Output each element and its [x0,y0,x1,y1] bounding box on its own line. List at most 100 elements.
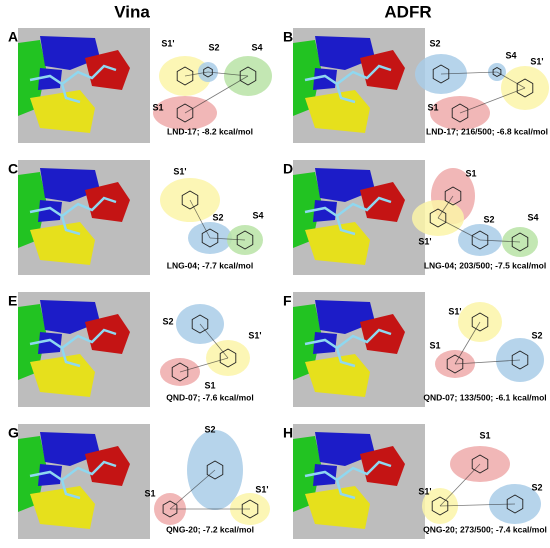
ring [511,232,529,252]
panel-letter: C [8,161,18,177]
surface-patch [360,182,405,222]
ligand [60,83,81,104]
ligand [60,215,81,236]
surface-patch [85,314,130,354]
panel-letter: E [8,293,17,309]
caption: QNG-20; -7.2 kcal/mol [166,524,254,534]
surface-patch [305,222,370,265]
panel-letter: B [283,29,293,45]
site-label: S4 [505,50,516,60]
bond [459,87,526,114]
bond [189,199,211,239]
panel: G S2 S1 S1' QNG-20; -7.2 kcal/mol [8,424,270,539]
ring [191,314,209,334]
panel-letter: F [283,293,292,309]
panel: B S2 S4 S1' S1 LND-17; 216/500; -6.8 kcal/mol [283,28,549,143]
caption: QND-07; -7.6 kcal/mol [166,392,253,402]
bond [437,217,481,241]
bond [496,71,526,89]
site-label: S1' [418,486,431,496]
ligand [29,328,117,350]
site-label: S2 [531,330,542,340]
ring [203,66,213,78]
site-label: S1 [204,380,215,390]
ligand [60,479,81,500]
surface-patch [315,300,375,334]
surface-patch [360,446,405,486]
ligand [60,347,81,368]
surface-patch [360,50,405,90]
surface-image [293,424,425,539]
ring [206,460,224,480]
surface-patch [305,354,370,397]
surface-patch [360,314,405,354]
surface-patch [85,182,130,222]
site-label: S1' [448,306,461,316]
site-label: S4 [252,210,263,220]
panel-letter: D [283,161,293,177]
ring [444,186,462,206]
site-label: S1' [418,236,431,246]
caption: LND-17; -8.2 kcal/mol [167,126,253,136]
surface-patch [85,50,130,90]
column-header: Vina [114,2,150,21]
caption: LNG-04; 203/500; -7.5 kcal/mol [424,260,546,270]
surface-patch [40,168,100,202]
ring [451,103,469,123]
ligand [29,460,117,482]
caption: QND-07; 133/500; -6.1 kcal/mol [423,392,546,402]
surface-patch [313,68,337,90]
ligand [304,64,392,86]
ring [239,66,257,86]
surface-patch [30,90,95,133]
bond [184,75,249,114]
surface-patch [315,168,375,202]
surface-patch [313,332,337,354]
surface-patch [38,464,62,486]
site-label: S1 [427,102,438,112]
caption: LND-17; 216/500; -6.8 kcal/mol [426,126,548,136]
surface-patch [315,432,375,466]
site-label: S1' [161,38,174,48]
site-label: S2 [212,212,223,222]
surface-patch [38,68,62,90]
bond [479,239,521,243]
bond [437,195,454,219]
site-label: S1 [429,340,440,350]
site-label: S1 [465,168,476,178]
surface-patch [40,36,100,70]
site-label: S4 [251,42,262,52]
ring [432,64,450,84]
ring [219,348,237,368]
surface-patch [305,90,370,133]
ring [492,66,502,78]
panel-letter: A [8,29,18,45]
site-label: S1 [479,430,490,440]
site-label: S1' [255,484,268,494]
bond [184,71,209,77]
panel: F S1' S1 S2 QND-07; 133/500; -6.1 kcal/mol [283,292,547,407]
site-label: S1' [173,166,186,176]
bond [209,237,246,241]
ring [176,66,194,86]
caption: QNG-20; 273/500; -7.4 kcal/mol [423,524,547,534]
surface-patch [30,354,95,397]
surface-patch [305,486,370,529]
panel-letter: G [8,425,19,441]
bond [207,71,249,77]
panel-letter: H [283,425,293,441]
surface-patch [313,200,337,222]
site-label: S2 [162,316,173,326]
ring [201,228,219,248]
bond [454,359,521,365]
surface-image [18,292,150,407]
panel: E S2 S1' S1 QND-07; -7.6 kcal/mol [8,292,262,407]
site-label: S2 [429,38,440,48]
panel: A S1' S2 S4 S1 LND-17; -8.2 kcal/mol [8,28,272,143]
ring [171,362,189,382]
site-label: S1' [248,330,261,340]
surface-image [18,424,150,539]
ligand [335,83,356,104]
site-label: S2 [208,42,219,52]
